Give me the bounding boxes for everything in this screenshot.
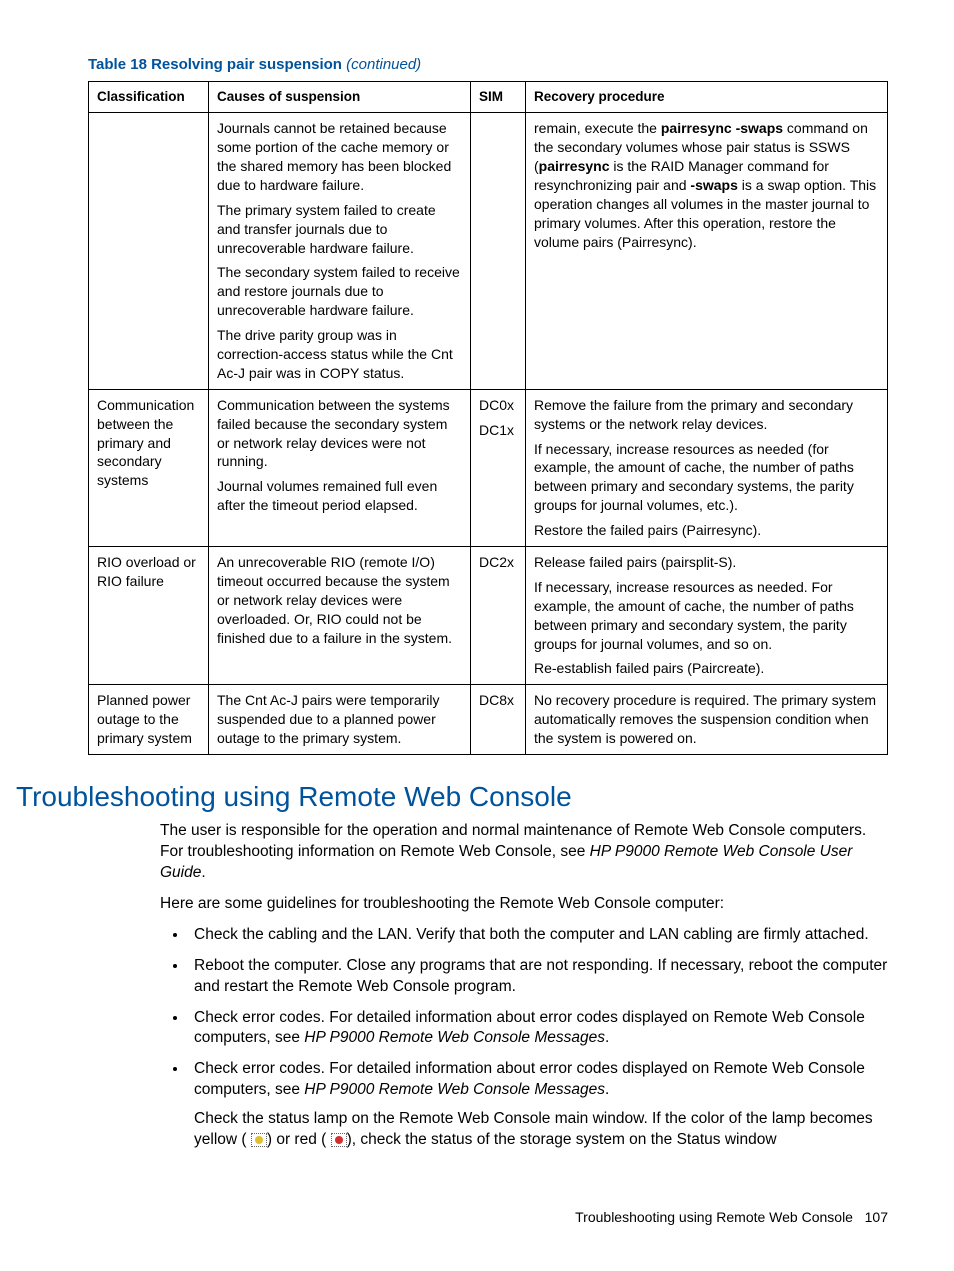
table-caption: Table 18 Resolving pair suspension (cont… bbox=[88, 56, 888, 73]
body-text: . bbox=[201, 864, 205, 881]
cell-text: The secondary system failed to receive a… bbox=[217, 263, 462, 320]
header-sim: SIM bbox=[471, 82, 526, 113]
body-paragraph: The user is responsible for the operatio… bbox=[160, 821, 888, 884]
list-item: Check error codes. For detailed informat… bbox=[188, 1008, 888, 1050]
cell-text: Journals cannot be retained because some… bbox=[217, 119, 462, 195]
cell-causes: The Cnt Ac-J pairs were temporarily susp… bbox=[209, 685, 471, 755]
cell-causes: An unrecoverable RIO (remote I/O) timeou… bbox=[209, 547, 471, 685]
cell-classification bbox=[89, 113, 209, 390]
footer-text: Troubleshooting using Remote Web Console bbox=[575, 1209, 853, 1225]
cell-classification: Planned power outage to the primary syst… bbox=[89, 685, 209, 755]
guidelines-list: Check the cabling and the LAN. Verify th… bbox=[160, 925, 888, 1151]
cell-recovery: No recovery procedure is required. The p… bbox=[526, 685, 888, 755]
table-row: RIO overload or RIO failure An unrecover… bbox=[89, 547, 888, 685]
cell-text: If necessary, increase resources as need… bbox=[534, 578, 879, 654]
cell-text: The primary system failed to create and … bbox=[217, 201, 462, 258]
cell-bold: pairresync bbox=[539, 158, 610, 174]
list-item: Check error codes. For detailed informat… bbox=[188, 1059, 888, 1151]
body-paragraph: Here are some guidelines for troubleshoo… bbox=[160, 894, 888, 915]
cell-text: Restore the failed pairs (Pairresync). bbox=[534, 521, 879, 540]
cell-sim: DC8x bbox=[471, 685, 526, 755]
cell-recovery: Remove the failure from the primary and … bbox=[526, 389, 888, 546]
cell-bold: pairresync -swaps bbox=[661, 120, 783, 136]
footer-page-number: 107 bbox=[865, 1209, 888, 1225]
lamp-yellow-icon bbox=[251, 1133, 267, 1147]
section-heading: Troubleshooting using Remote Web Console bbox=[16, 781, 888, 813]
cell-sim: DC2x bbox=[471, 547, 526, 685]
cell-text: If necessary, increase resources as need… bbox=[534, 440, 879, 516]
page-footer: Troubleshooting using Remote Web Console… bbox=[88, 1209, 888, 1225]
cell-text: Communication between the systems failed… bbox=[217, 396, 462, 472]
cell-bold: -swaps bbox=[690, 177, 737, 193]
document-page: Table 18 Resolving pair suspension (cont… bbox=[0, 0, 954, 1265]
cell-text: DC1x bbox=[479, 421, 517, 440]
cell-text: The drive parity group was in correction… bbox=[217, 326, 462, 383]
cell-text: Remove the failure from the primary and … bbox=[534, 396, 879, 434]
list-text: ) or red ( bbox=[267, 1131, 326, 1148]
table-caption-title: Table 18 Resolving pair suspension bbox=[88, 56, 342, 73]
list-italic: HP P9000 Remote Web Console Messages bbox=[304, 1081, 605, 1098]
cell-sim bbox=[471, 113, 526, 390]
table-row: Journals cannot be retained because some… bbox=[89, 113, 888, 390]
cell-text: Release failed pairs (pairsplit-S). bbox=[534, 553, 879, 572]
cell-causes: Journals cannot be retained because some… bbox=[209, 113, 471, 390]
resolving-pair-suspension-table: Classification Causes of suspension SIM … bbox=[88, 81, 888, 755]
header-recovery: Recovery procedure bbox=[526, 82, 888, 113]
cell-text: remain, execute the bbox=[534, 120, 661, 136]
table-header-row: Classification Causes of suspension SIM … bbox=[89, 82, 888, 113]
cell-text: Journal volumes remained full even after… bbox=[217, 477, 462, 515]
cell-text: Re-establish failed pairs (Paircreate). bbox=[534, 659, 879, 678]
table-row: Communication between the primary and se… bbox=[89, 389, 888, 546]
header-causes: Causes of suspension bbox=[209, 82, 471, 113]
header-classification: Classification bbox=[89, 82, 209, 113]
list-subtext: Check the status lamp on the Remote Web … bbox=[194, 1109, 888, 1151]
cell-causes: Communication between the systems failed… bbox=[209, 389, 471, 546]
cell-text: DC0x bbox=[479, 396, 517, 415]
table-row: Planned power outage to the primary syst… bbox=[89, 685, 888, 755]
list-text: ), check the status of the storage syste… bbox=[347, 1131, 777, 1148]
list-text: . bbox=[605, 1029, 609, 1046]
list-italic: HP P9000 Remote Web Console Messages bbox=[304, 1029, 605, 1046]
cell-recovery: Release failed pairs (pairsplit-S). If n… bbox=[526, 547, 888, 685]
cell-classification: RIO overload or RIO failure bbox=[89, 547, 209, 685]
list-text: . bbox=[605, 1081, 609, 1098]
cell-recovery: remain, execute the pairresync -swaps co… bbox=[526, 113, 888, 390]
lamp-red-icon bbox=[331, 1133, 347, 1147]
list-item: Reboot the computer. Close any programs … bbox=[188, 956, 888, 998]
list-item: Check the cabling and the LAN. Verify th… bbox=[188, 925, 888, 946]
table-caption-cont: (continued) bbox=[342, 56, 421, 73]
cell-classification: Communication between the primary and se… bbox=[89, 389, 209, 546]
cell-sim: DC0x DC1x bbox=[471, 389, 526, 546]
